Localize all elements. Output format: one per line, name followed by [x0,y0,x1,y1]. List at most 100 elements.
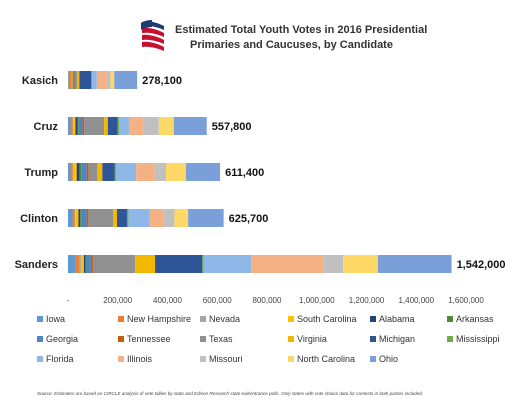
legend-swatch-virginia [288,336,294,342]
bar-clinton-virginia [113,209,118,227]
bar-clinton-nevada [74,209,76,227]
total-labels: 278,100 557,800 611,400 625,700 1,542,000 [142,75,505,271]
bar-trump-alabama [76,163,80,181]
legend-label-missouri: Missouri [209,354,243,364]
legend-swatch-nevada [200,316,206,322]
bar-sanders-mississippi [202,255,204,273]
bar-trump-missouri [154,163,167,181]
bar-sanders-iowa [68,255,75,273]
category-labels: Kasich Cruz Trump Clinton Sanders [15,75,59,271]
x-tick-label: 1,000,000 [299,296,335,305]
bar-clinton-mississippi [126,209,129,227]
category-label-trump: Trump [24,167,58,179]
flag-logo-icon [141,20,164,51]
bar-sanders-arkansas [85,255,87,273]
bar-sanders-illinois [251,255,324,273]
bar-kasich-new-hampshire [68,71,72,89]
bar-cruz-michigan [107,117,118,135]
x-tick-label: 200,000 [103,296,132,305]
legend-swatch-iowa [37,316,43,322]
bar-trump-michigan [102,163,115,181]
bar-trump-iowa [68,163,71,181]
legend-swatch-illinois [118,356,124,362]
bar-trump-arkansas [79,163,82,181]
total-label-trump: 611,400 [225,167,264,179]
bar-kasich-texas [74,71,77,89]
bar-clinton-north-carolina [174,209,189,227]
bar-kasich-illinois [96,71,107,89]
legend-swatch-alabama [370,316,376,322]
legend-swatch-florida [37,356,43,362]
legend-swatch-georgia [37,336,43,342]
legend-label-south-carolina: South Carolina [297,314,357,324]
bar-clinton-south-carolina [75,209,79,227]
legend-swatch-new-hampshire [118,316,124,322]
legend-label-tennessee: Tennessee [127,334,171,344]
bar-kasich-iowa [68,71,69,89]
x-tick-label: 400,000 [153,296,182,305]
legend-swatch-michigan [370,336,376,342]
bar-stacks [68,71,452,273]
x-tick-label: - [67,296,70,305]
bar-kasich-virginia [76,71,80,89]
bar-cruz-georgia [78,117,83,135]
bar-clinton-tennessee [86,209,89,227]
legend-swatch-north-carolina [288,356,294,362]
bar-sanders-missouri [323,255,344,273]
bar-cruz-north-carolina [158,117,174,135]
x-tick-label: 1,400,000 [398,296,434,305]
bar-kasich-ohio [114,71,138,89]
bar-cruz-ohio [173,117,207,135]
legend-label-georgia: Georgia [46,334,78,344]
x-axis: - 200,000 400,000 600,000 800,000 1,000,000 1,… [67,296,485,305]
legend-label-new-hampshire: New Hampshire [127,314,191,324]
legend-label-ohio: Ohio [379,354,398,364]
bar-cruz-illinois [128,117,144,135]
bar-cruz-virginia [104,117,108,135]
bar-clinton-arkansas [80,209,82,227]
legend-label-virginia: Virginia [297,334,327,344]
category-label-clinton: Clinton [20,213,58,225]
chart-title-line-1: Estimated Total Youth Votes in 2016 Pres… [175,24,427,36]
bar-cruz-alabama [75,117,78,135]
bar-cruz-tennessee [82,117,85,135]
bar-trump-tennessee [86,163,89,181]
legend-swatch-south-carolina [288,316,294,322]
bar-cruz-iowa [68,117,71,135]
bar-clinton-missouri [163,209,175,227]
category-label-cruz: Cruz [34,121,59,133]
legend-swatch-tennessee [118,336,124,342]
legend: Iowa New Hampshire Nevada South Carolina Ala… [37,314,500,364]
bar-kasich-georgia [73,71,75,89]
legend-label-iowa: Iowa [46,314,65,324]
legend-swatch-ohio [370,356,376,362]
bar-clinton-georgia [81,209,87,227]
legend-label-illinois: Illinois [127,354,153,364]
x-tick-label: 1,600,000 [448,296,484,305]
bar-trump-florida [116,163,137,181]
x-tick-label: 800,000 [253,296,282,305]
bar-kasich-south-carolina [71,71,73,89]
bar-trump-north-carolina [166,163,186,181]
bar-cruz-mississippi [117,117,119,135]
bar-trump-new-hampshire [70,163,73,181]
bar-sanders-tennessee [90,255,93,273]
legend-label-arkansas: Arkansas [456,314,494,324]
bar-clinton-michigan [117,209,127,227]
x-tick-label: 600,000 [203,296,232,305]
bar-clinton-new-hampshire [72,209,75,227]
total-label-kasich: 278,100 [142,75,182,87]
bar-sanders-georgia [86,255,91,273]
bar-cruz-florida [118,117,129,135]
legend-label-north-carolina: North Carolina [297,354,355,364]
bar-trump-virginia [97,163,103,181]
category-label-sanders: Sanders [15,259,58,271]
bar-cruz-missouri [143,117,159,135]
bar-sanders-south-carolina [80,255,84,273]
bar-kasich-florida [91,71,97,89]
total-label-cruz: 557,800 [212,121,252,133]
bar-clinton-ohio [188,209,224,227]
legend-label-mississippi: Mississippi [456,334,500,344]
legend-label-alabama: Alabama [379,314,415,324]
